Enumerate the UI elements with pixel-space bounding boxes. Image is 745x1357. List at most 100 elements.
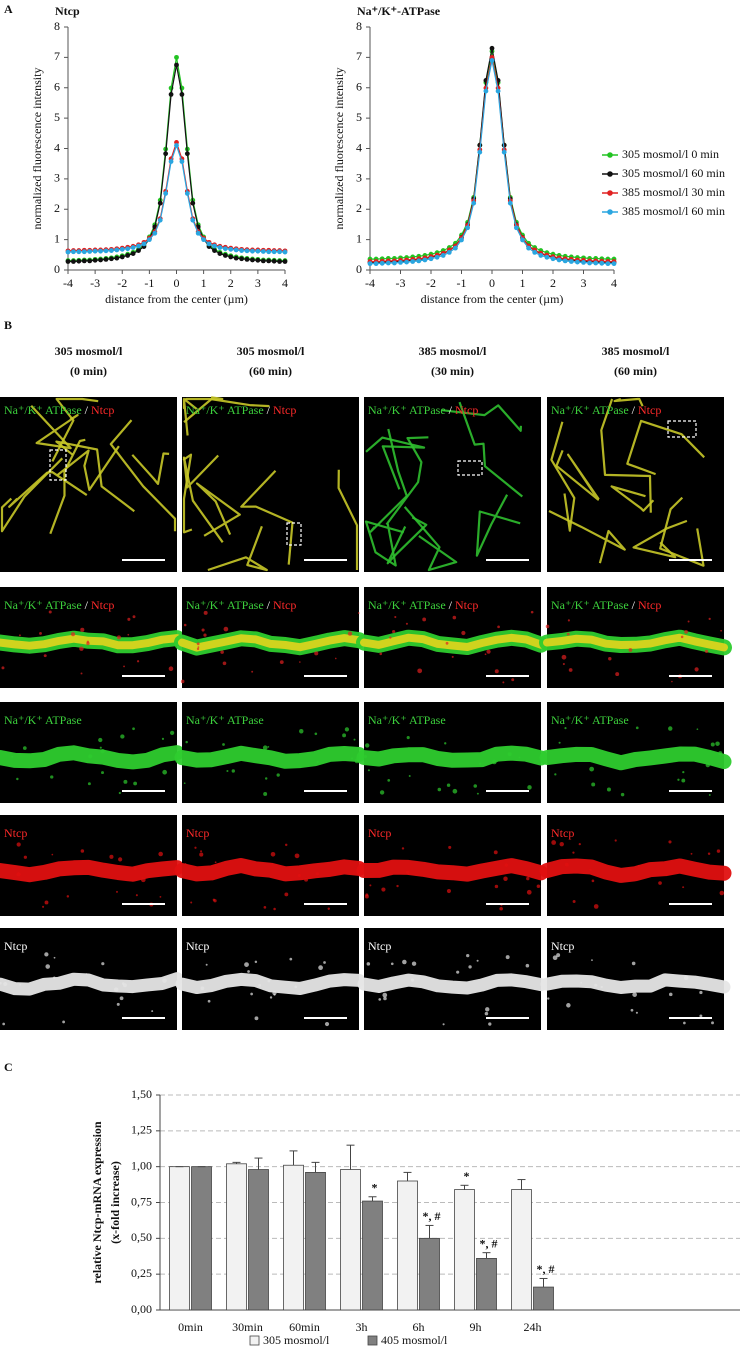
speckle	[591, 959, 593, 962]
speckle	[504, 863, 508, 867]
membrane-signal	[356, 745, 549, 768]
speckle	[357, 612, 360, 614]
speckle	[708, 617, 711, 621]
chart-title: Na⁺/K⁺-ATPase	[357, 4, 441, 18]
membrane-signal	[0, 859, 185, 883]
data-point	[65, 249, 71, 255]
legend-marker	[607, 209, 613, 215]
x-tick-label: 3h	[356, 1320, 368, 1334]
bar	[340, 1169, 361, 1311]
bar	[476, 1258, 497, 1311]
speckle	[263, 906, 267, 909]
speckle	[699, 1014, 703, 1018]
y-axis-label: (x-fold increase)	[108, 1161, 122, 1244]
speckle	[518, 756, 521, 759]
image-label-part: Na⁺/K⁺ ATPase	[551, 403, 629, 417]
speckle	[168, 666, 174, 671]
speckle	[476, 959, 479, 962]
data-point	[114, 247, 120, 253]
data-point	[87, 258, 93, 264]
y-axis-label: normalized fluorescence intensity	[30, 68, 44, 230]
data-point	[282, 259, 288, 264]
data-point	[125, 246, 131, 252]
data-point	[71, 259, 76, 264]
speckle	[3, 981, 8, 987]
bar	[362, 1200, 383, 1311]
speckle	[314, 732, 318, 736]
image-label: Ntcp	[186, 826, 209, 840]
data-point	[81, 258, 87, 264]
speckle	[394, 615, 397, 619]
speckle	[132, 615, 136, 619]
speckle	[80, 672, 83, 675]
speckle	[190, 901, 193, 904]
speckle	[606, 787, 611, 792]
speckle	[566, 632, 570, 636]
x-tick-label: -2	[426, 276, 436, 290]
speckle	[183, 782, 186, 785]
data-point	[174, 54, 179, 60]
speckle	[180, 679, 185, 684]
series-line	[68, 64, 285, 263]
speckle	[205, 963, 208, 966]
speckle	[222, 661, 227, 666]
image-label-part: Ntcp	[186, 826, 209, 840]
membrane-signal	[540, 973, 731, 994]
data-point	[483, 88, 489, 94]
y-tick-label: 1,50	[131, 1087, 152, 1101]
speckle	[552, 955, 558, 961]
image-label-part: /	[629, 403, 638, 417]
data-point	[157, 200, 163, 206]
speckle	[511, 678, 515, 682]
speckle	[630, 1008, 634, 1012]
x-tick-label: 3	[581, 276, 587, 290]
speckle	[101, 771, 104, 775]
speckle	[158, 851, 163, 857]
speckle	[456, 970, 460, 974]
image-label-part: Na⁺/K⁺ ATPase	[4, 713, 82, 727]
speckle	[632, 992, 637, 997]
data-point	[428, 256, 434, 262]
speckle	[668, 726, 673, 731]
speckle	[444, 742, 447, 745]
micrograph	[182, 397, 359, 572]
speckle	[22, 746, 27, 750]
image-label-part: Na⁺/K⁺ ATPase	[368, 598, 446, 612]
speckle	[635, 1011, 638, 1014]
image-label: Na⁺/K⁺ ATPase / Ntcp	[186, 403, 296, 417]
image-label-part: Ntcp	[368, 826, 391, 840]
speckle	[466, 953, 470, 958]
speckle	[19, 984, 22, 986]
speckle	[334, 657, 337, 660]
series-line	[67, 140, 286, 252]
speckle	[591, 782, 596, 787]
bar	[305, 1172, 326, 1311]
bar	[191, 1166, 212, 1311]
speckle	[39, 631, 42, 635]
cell-border	[195, 482, 241, 537]
y-tick-label: 6	[54, 80, 60, 94]
x-tick-label: 4	[282, 276, 288, 290]
significance-mark: *, #	[423, 1209, 441, 1223]
speckle	[484, 653, 487, 656]
speckle	[683, 975, 689, 981]
data-point	[367, 261, 373, 267]
speckle	[244, 962, 249, 967]
speckle	[194, 846, 197, 849]
data-point	[136, 248, 141, 253]
speckle	[315, 872, 319, 876]
y-tick-label: 5	[54, 110, 60, 124]
speckle	[314, 651, 319, 656]
y-tick-label: 1,00	[131, 1158, 152, 1172]
speckle	[502, 681, 505, 684]
image-label: Na⁺/K⁺ ATPase	[551, 713, 629, 727]
speckle	[201, 628, 205, 632]
speckle	[690, 852, 693, 855]
speckle	[405, 870, 410, 875]
data-point	[599, 260, 605, 266]
data-point	[587, 260, 592, 266]
data-point	[244, 248, 250, 254]
speckle	[18, 634, 21, 637]
x-tick-label: -4	[365, 276, 375, 290]
speckle	[461, 630, 466, 636]
